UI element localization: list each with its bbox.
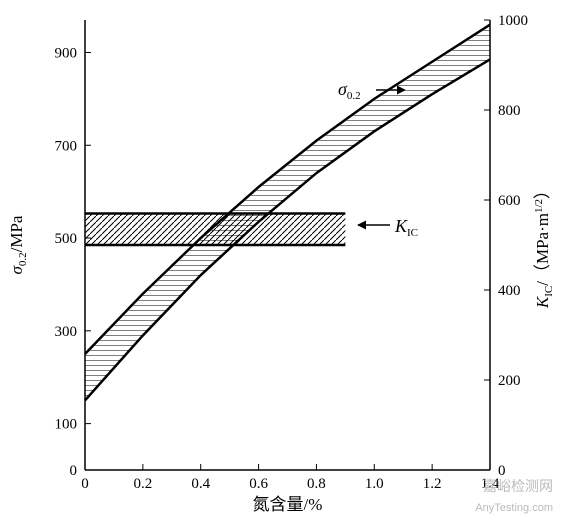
svg-text:KIC: KIC bbox=[394, 216, 418, 239]
svg-text:200: 200 bbox=[498, 373, 521, 389]
svg-text:1.0: 1.0 bbox=[365, 476, 384, 492]
svg-text:0.6: 0.6 bbox=[249, 476, 268, 492]
svg-text:700: 700 bbox=[55, 138, 78, 154]
svg-text:σ0.2/MPa: σ0.2/MPa bbox=[7, 215, 29, 274]
svg-text:0: 0 bbox=[70, 463, 78, 479]
svg-text:0.8: 0.8 bbox=[307, 476, 326, 492]
svg-text:800: 800 bbox=[498, 103, 521, 119]
svg-text:900: 900 bbox=[55, 45, 78, 61]
svg-text:400: 400 bbox=[498, 283, 521, 299]
chart: 0 0.2 0.4 0.6 0.8 1.0 1.2 1.4 氮含量/% 0 100 300 500 700… bbox=[0, 0, 561, 528]
svg-text:0: 0 bbox=[81, 476, 89, 492]
svg-text:100: 100 bbox=[55, 417, 78, 433]
svg-text:0: 0 bbox=[498, 463, 506, 479]
svg-text:600: 600 bbox=[498, 193, 521, 209]
svg-text:氮含量/%: 氮含量/% bbox=[253, 495, 323, 514]
svg-text:500: 500 bbox=[55, 231, 78, 247]
svg-text:1.4: 1.4 bbox=[481, 476, 500, 492]
svg-text:300: 300 bbox=[55, 324, 78, 340]
svg-text:0.2: 0.2 bbox=[133, 476, 152, 492]
svg-text:1.2: 1.2 bbox=[423, 476, 442, 492]
svg-text:1000: 1000 bbox=[498, 13, 528, 29]
svg-text:KIC/（MPa·m1/2）: KIC/（MPa·m1/2） bbox=[533, 182, 555, 309]
svg-text:0.4: 0.4 bbox=[191, 476, 210, 492]
svg-text:σ0.2: σ0.2 bbox=[338, 79, 361, 102]
